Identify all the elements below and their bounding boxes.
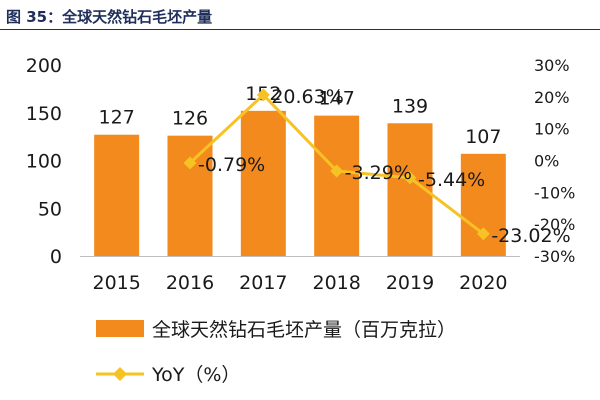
chart-header: 图 35：全球天然钻石毛坯产量 <box>0 0 600 30</box>
yoy-data-label: -23.02% <box>491 225 570 247</box>
x-tick-label: 2017 <box>239 272 287 294</box>
bar-data-label: 139 <box>392 95 428 117</box>
legend-line-label: YoY（%） <box>151 364 240 386</box>
x-tick-label: 2015 <box>92 272 140 294</box>
y-right-tick-label: 20% <box>534 88 570 107</box>
y-left-tick-label: 50 <box>38 198 62 220</box>
y-right-tick-label: 30% <box>534 56 570 75</box>
y-right-tick-label: -20% <box>534 215 575 234</box>
figure-title: 图 35：全球天然钻石毛坯产量 <box>6 8 213 26</box>
bar-2016 <box>167 135 213 256</box>
x-tick-label: 2018 <box>312 272 360 294</box>
yoy-data-label: -5.44% <box>418 169 485 191</box>
yoy-data-label: -0.79% <box>198 154 265 176</box>
y-left-tick-label: 200 <box>26 55 62 77</box>
y-right-tick-label: 0% <box>534 152 559 171</box>
y-left-tick-label: 150 <box>26 103 62 125</box>
y-right-tick-label: -30% <box>534 247 575 266</box>
yoy-marker-2020 <box>476 227 490 241</box>
yoy-marker-2016 <box>183 156 197 170</box>
y-left-tick-label: 0 <box>50 246 62 268</box>
bar-data-label: 127 <box>99 107 135 129</box>
x-tick-label: 2020 <box>459 272 507 294</box>
yoy-marker-2017 <box>256 88 270 102</box>
legend-bar-label: 全球天然钻石毛坯产量（百万克拉） <box>152 319 456 341</box>
yoy-marker-2019 <box>403 171 417 185</box>
bar-2015 <box>94 134 140 256</box>
yoy-data-label: -3.29% <box>345 162 412 184</box>
header-rule <box>0 29 600 30</box>
yoy-data-label: 20.63% <box>271 86 343 108</box>
legend-line-marker <box>113 367 127 381</box>
legend-bar-swatch <box>96 320 144 337</box>
bar-2018 <box>314 115 360 257</box>
y-right-tick-label: -10% <box>534 183 575 202</box>
bar-data-label: 107 <box>465 126 501 148</box>
bar-2017 <box>240 110 286 256</box>
x-tick-label: 2019 <box>386 272 434 294</box>
y-right-tick-label: 10% <box>534 120 570 139</box>
bar-data-label: 147 <box>319 88 355 110</box>
y-left-tick-label: 100 <box>26 151 62 173</box>
x-tick-label: 2016 <box>166 272 214 294</box>
yoy-marker-2018 <box>330 164 344 178</box>
bar-data-label: 126 <box>172 108 208 130</box>
